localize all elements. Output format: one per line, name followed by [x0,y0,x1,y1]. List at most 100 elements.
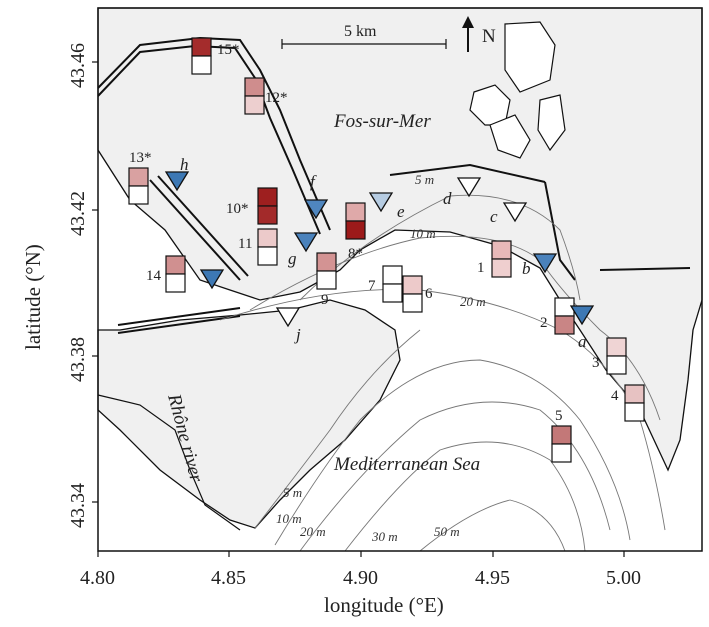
station-marker: 2 [540,297,575,335]
north-label: N [482,26,496,47]
station-bottom-square [382,283,403,303]
triangle-marker: c [490,202,528,226]
station-top-square [257,228,278,248]
scale-label: 5 km [344,23,377,40]
station-marker: 4 [611,384,645,422]
station-marker: 7 [368,265,403,303]
triangle-label: e [397,202,405,221]
station-top-square [128,167,149,187]
station-bottom-square [257,205,278,225]
triangle-shape [164,171,190,192]
station-marker: 10* [226,187,278,225]
triangle-marker: j [275,307,301,344]
station-label: 2 [540,315,548,331]
depth-label: 50 m [434,524,460,539]
triangle-shape [532,253,558,274]
station-bottom-square [491,258,512,278]
axes-frame [97,7,703,552]
y-axis-title: latitude (°N) [21,244,45,350]
station-label: 5 [555,408,563,424]
triangle-marker: b [522,253,558,278]
station-bottom-square [165,273,186,293]
depth-label: 10 m [410,226,436,241]
station-top-square [491,240,512,260]
station-marker: 5 [551,408,572,463]
triangle-markers: a b c d e f g h j [164,155,595,351]
depth-label: 5 m [415,172,434,187]
station-top-square [624,384,645,404]
station-top-square [345,202,366,222]
north-arrow-icon [462,16,474,52]
triangle-marker [199,269,225,290]
station-label: 6 [425,286,433,302]
triangle-shape [368,192,394,213]
triangle-shape [569,305,595,326]
station-label: 15* [217,42,240,58]
triangle-shape [199,269,225,290]
triangle-marker: h [164,155,190,192]
depth-label: 20 m [460,294,486,309]
station-label: 7 [368,278,376,294]
x-axis-title: longitude (°E) [324,593,444,617]
station-bottom-square [624,402,645,422]
triangle-marker: e [368,192,405,221]
triangle-label: g [288,249,297,268]
triangle-shape [502,202,528,223]
station-bottom-square [606,355,627,375]
triangle-label: a [578,332,587,351]
station-bottom-square [554,315,575,335]
station-bottom-square [244,95,265,115]
station-top-square [316,252,337,272]
station-bottom-square [191,55,212,75]
depth-label: 5 m [283,485,302,500]
station-label: 9 [321,292,329,308]
station-marker: 13* [128,150,152,205]
depth-label: 10 m [276,511,302,526]
place-label-sea: Mediterranean Sea [333,454,480,475]
x-tick-label: 4.90 [343,567,378,589]
station-label: 14 [146,268,162,284]
station-label: 8* [348,246,363,262]
station-top-square [257,187,278,207]
x-tick-label: 5.00 [606,567,641,589]
triangle-label: d [443,189,452,208]
station-marker: 1 [477,240,512,278]
depth-label: 20 m [300,524,326,539]
station-top-square [165,255,186,275]
station-marker: 12* [244,77,288,115]
place-label-fos: Fos-sur-Mer [333,111,431,132]
triangle-marker: f [303,172,329,220]
station-bottom-square [402,293,423,313]
scale-bar [281,39,447,49]
triangle-shape [303,199,329,220]
x-ticks [97,551,625,557]
station-marker: 8* [345,202,366,262]
station-top-square [402,275,423,295]
triangle-shape [456,177,482,198]
rhone-channel [97,394,241,531]
station-marker: 9 [316,252,337,308]
station-label: 3 [592,355,600,371]
station-label: 4 [611,388,619,404]
station-bottom-square [345,220,366,240]
station-top-square [551,425,572,445]
triangle-label: h [180,155,189,174]
station-label: 11 [238,236,252,252]
triangle-label: j [294,325,301,344]
station-bottom-square [128,185,149,205]
triangle-label: c [490,207,498,226]
station-marker: 14 [146,255,186,293]
station-marker: 3 [592,337,627,375]
station-label: 13* [129,150,152,166]
station-bottom-square [316,270,337,290]
y-ticks [92,61,98,503]
station-bottom-square [257,246,278,266]
y-tick-label: 43.34 [67,483,89,528]
islands [469,21,566,159]
triangle-label: f [310,172,317,191]
station-label: 10* [226,201,249,217]
station-top-square [382,265,403,285]
station-label: 12* [265,90,288,106]
triangle-label: b [522,259,531,278]
